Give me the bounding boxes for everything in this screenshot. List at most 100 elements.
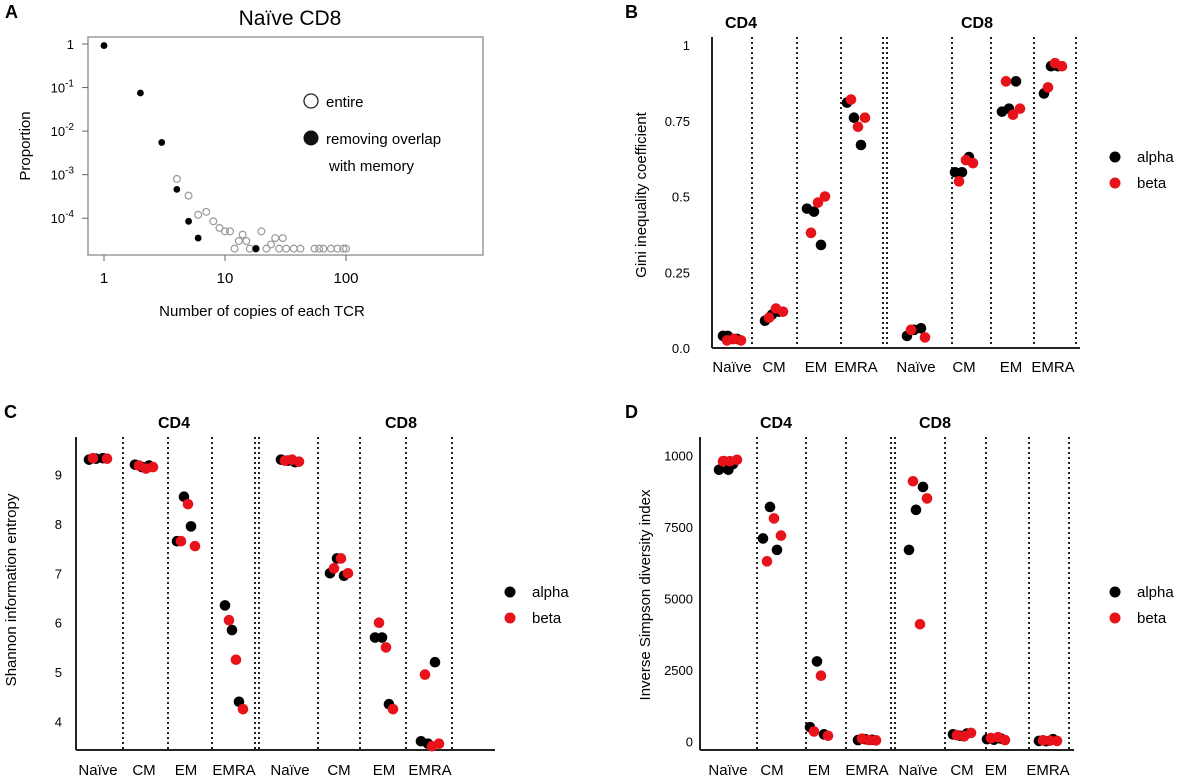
y-tick-label: 10-4 [51, 209, 75, 226]
category-label: CM [952, 359, 975, 376]
point-entire [339, 244, 348, 253]
point-beta [967, 157, 979, 169]
point-beta [775, 530, 787, 541]
category-label: Naïve [78, 762, 117, 779]
category-label: EMRA [834, 359, 877, 376]
point-alpha [185, 521, 197, 532]
category-label: CM [762, 359, 785, 376]
point-beta [293, 456, 305, 467]
legend-label-entire: entire [326, 94, 364, 111]
category-label: Naïve [708, 762, 747, 779]
point-beta [433, 738, 445, 750]
point-beta [230, 654, 242, 666]
category-label: Naïve [896, 359, 935, 376]
legend: alpha beta [1109, 149, 1174, 192]
point-entire [296, 244, 305, 253]
legend: entire removing overlap with memory [303, 93, 441, 175]
point-entire [194, 210, 203, 219]
legend-label-beta: beta [1137, 610, 1167, 627]
point-beta [768, 513, 780, 524]
point-alpha [815, 239, 827, 251]
point-entire [215, 223, 224, 232]
category-label: EM [175, 762, 198, 779]
category-label: EMRA [1031, 359, 1074, 376]
legend-marker-alpha [504, 586, 516, 598]
point-beta [819, 191, 831, 202]
y-tick-label: 7 [55, 566, 62, 581]
point-entire [267, 240, 276, 249]
point-beta [1056, 60, 1068, 72]
point-beta [101, 453, 113, 464]
category-label: EM [985, 762, 1008, 779]
point-entire [326, 244, 335, 253]
point-removing-overlap [137, 89, 144, 97]
legend-marker-open [303, 93, 319, 109]
point-entire [319, 244, 328, 253]
point-alpha [910, 504, 922, 516]
point-beta [419, 669, 431, 680]
point-entire [342, 244, 351, 253]
y-tick-label: 10-1 [51, 79, 75, 96]
point-alpha [376, 632, 388, 643]
point-beta [761, 556, 773, 567]
series-beta [87, 452, 445, 752]
point-entire [230, 244, 239, 253]
point-entire [315, 244, 324, 253]
point-beta [1014, 103, 1026, 114]
point-beta [852, 121, 864, 133]
category-label: CM [132, 762, 155, 779]
y-tick-label: 1 [683, 38, 690, 53]
point-alpha [219, 600, 231, 611]
point-alpha [917, 481, 929, 493]
point-alpha [1010, 76, 1022, 87]
point-entire [271, 234, 280, 243]
point-beta [147, 461, 159, 473]
point-entire [310, 244, 319, 253]
legend-label-alpha: alpha [1137, 584, 1174, 601]
point-alpha [808, 206, 820, 217]
legend-marker-filled [303, 130, 319, 146]
point-entire [202, 207, 211, 216]
y-tick-label: 8 [55, 517, 62, 532]
category-label: EM [805, 359, 828, 376]
point-alpha [764, 501, 776, 513]
point-entire [226, 227, 235, 236]
group-title-cd4: CD4 [158, 415, 190, 432]
point-beta [921, 493, 933, 504]
x-axis-label: Number of copies of each TCR [159, 303, 365, 320]
y-axis-label: Gini inequality coefficient [633, 111, 650, 277]
point-beta [907, 475, 919, 487]
category-label: EMRA [408, 762, 451, 779]
point-beta [373, 617, 385, 628]
point-beta [822, 730, 834, 742]
category-label: EMRA [212, 762, 255, 779]
legend-label-alpha: alpha [532, 584, 569, 601]
point-beta [87, 452, 99, 464]
legend-label-beta: beta [1137, 175, 1167, 192]
point-beta [763, 312, 775, 324]
point-beta [812, 197, 824, 208]
point-entire [257, 227, 266, 236]
point-entire [289, 244, 298, 253]
point-entire [262, 244, 271, 253]
y-tick-label: 2500 [664, 663, 693, 678]
point-beta [335, 553, 347, 564]
series-alpha [717, 60, 1064, 345]
series-alpha [713, 455, 1059, 747]
group-title-cd4: CD4 [725, 15, 757, 32]
series-entire [172, 174, 351, 253]
point-beta [182, 498, 194, 510]
legend: alpha beta [504, 584, 569, 627]
point-entire [282, 244, 291, 253]
point-beta [870, 735, 882, 746]
y-tick-label: 0 [686, 735, 693, 750]
point-beta [731, 454, 743, 466]
group-title-cd8: CD8 [385, 415, 417, 432]
y-tick-label: 0.0 [672, 341, 690, 356]
y-tick-label: 7500 [664, 520, 693, 535]
point-alpha [757, 533, 769, 544]
legend: alpha beta [1109, 584, 1174, 627]
point-alpha [811, 656, 823, 667]
point-entire [221, 227, 230, 236]
